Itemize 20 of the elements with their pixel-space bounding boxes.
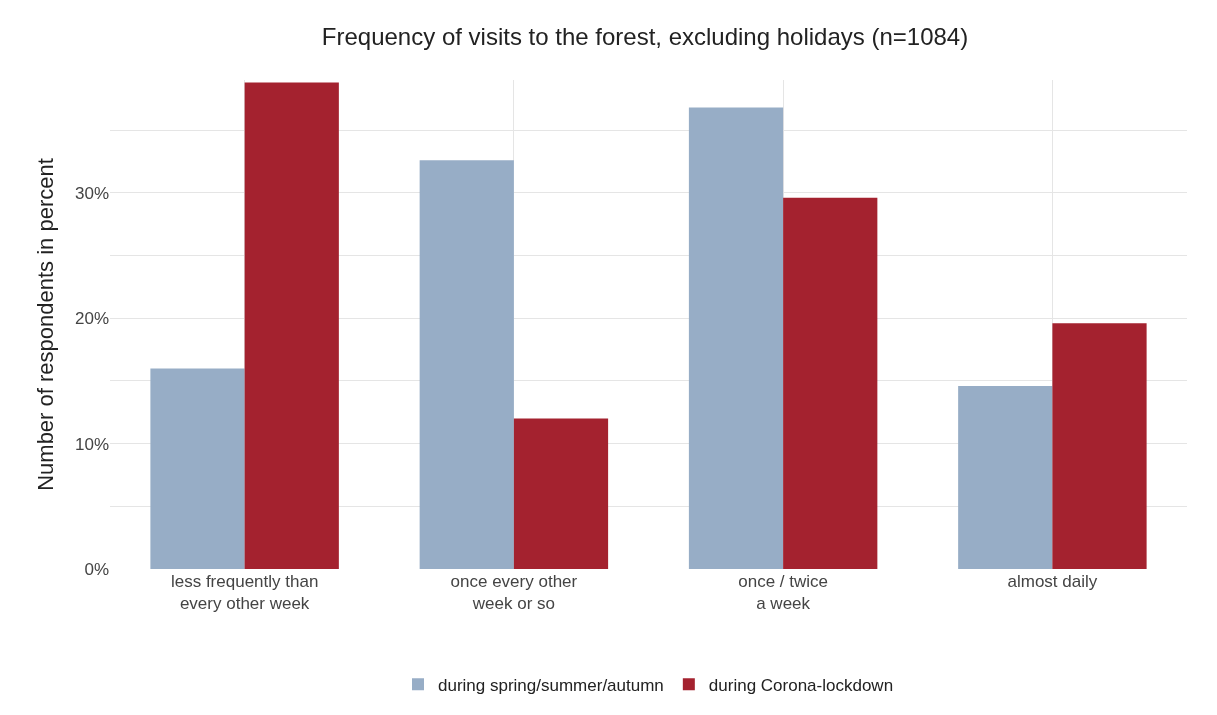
x-tick-label: almost daily xyxy=(1007,572,1098,591)
bar xyxy=(244,82,339,569)
bar xyxy=(150,368,245,569)
bar xyxy=(1052,323,1147,569)
legend-label: during spring/summer/autumn xyxy=(438,675,664,695)
bar xyxy=(958,385,1053,569)
bar xyxy=(783,197,878,569)
x-tick-label: once / twice a week xyxy=(738,572,829,614)
bar xyxy=(419,160,514,569)
x-tick-label: once every other week or so xyxy=(450,572,578,614)
bar xyxy=(688,107,784,569)
y-axis-title: Number of respondents in percent xyxy=(32,158,58,491)
x-tick-label: less frequently than every other week xyxy=(170,572,319,614)
y-tick-label: 10% xyxy=(74,434,109,454)
legend-label: during Corona-lockdown xyxy=(708,675,894,695)
chart-title: Frequency of visits to the forest, excluding holidays (n=1084) xyxy=(321,23,969,51)
y-tick-label: 20% xyxy=(74,309,109,329)
y-tick-label: 0% xyxy=(84,559,109,579)
bar xyxy=(513,418,609,569)
y-tick-label: 30% xyxy=(74,183,109,203)
